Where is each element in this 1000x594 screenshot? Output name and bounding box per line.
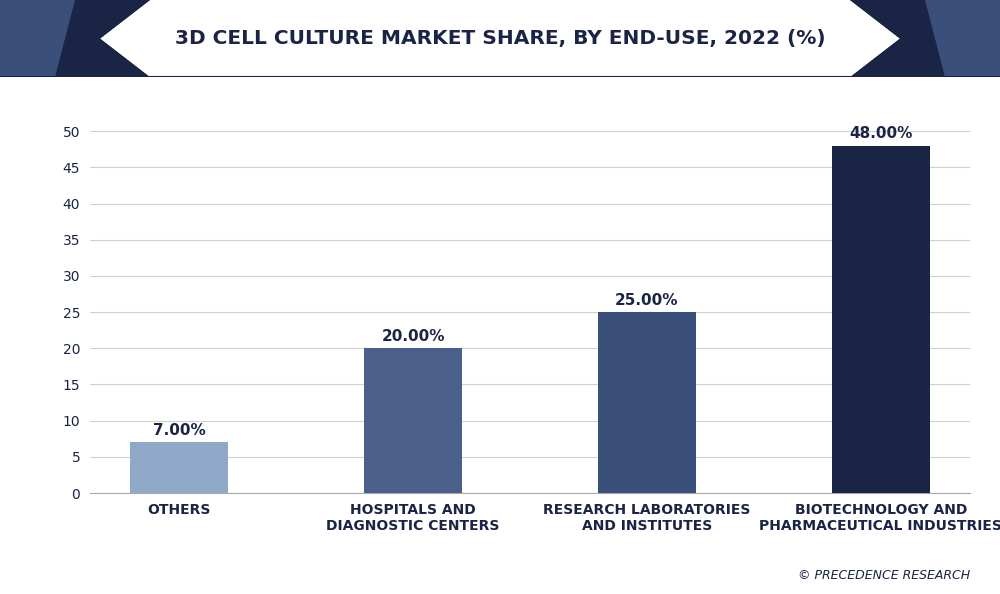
Bar bbox=[130, 443, 228, 493]
Polygon shape bbox=[850, 0, 1000, 77]
Bar bbox=[832, 146, 930, 493]
Text: 3D CELL CULTURE MARKET SHARE, BY END-USE, 2022 (%): 3D CELL CULTURE MARKET SHARE, BY END-USE… bbox=[175, 29, 825, 48]
Text: 48.00%: 48.00% bbox=[849, 127, 913, 141]
Polygon shape bbox=[925, 0, 1000, 77]
Polygon shape bbox=[0, 0, 1000, 77]
Text: 7.00%: 7.00% bbox=[153, 423, 205, 438]
Text: 20.00%: 20.00% bbox=[381, 329, 445, 344]
Text: 25.00%: 25.00% bbox=[615, 293, 679, 308]
Text: © PRECEDENCE RESEARCH: © PRECEDENCE RESEARCH bbox=[798, 569, 970, 582]
Polygon shape bbox=[0, 0, 150, 77]
Bar bbox=[598, 312, 696, 493]
Bar bbox=[364, 348, 462, 493]
Polygon shape bbox=[100, 0, 900, 77]
Polygon shape bbox=[0, 0, 75, 77]
